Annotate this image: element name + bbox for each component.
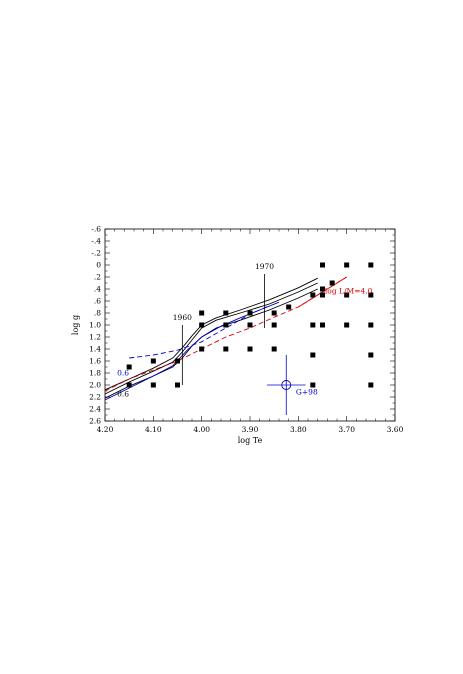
y-tick-label: 2.6: [89, 417, 101, 426]
grid-point: [310, 352, 316, 358]
annotation-label: log L/M=4.0: [325, 286, 373, 295]
grid-point: [199, 346, 205, 352]
grid-point: [271, 310, 277, 316]
series-line: [298, 276, 347, 308]
grid-point: [175, 358, 180, 364]
grid-point: [310, 292, 316, 298]
y-tick-label: 2.0: [89, 381, 101, 390]
grid-point: [271, 346, 277, 352]
x-axis-title: log Te: [238, 436, 263, 445]
grid-point: [286, 304, 292, 310]
x-tick-label: 4.00: [193, 425, 210, 434]
series-line: [104, 282, 318, 395]
y-tick-labels: -.6 -.4 -.2 0 .2 .4 .6 .8 1.0 1.2 1.4 1.6 1.8 2.0 2.2 2…: [89, 225, 101, 426]
grid-point: [175, 382, 180, 388]
grid-point: [320, 292, 325, 298]
x-tick-label: 3.70: [338, 425, 355, 434]
grid-point: [344, 292, 350, 298]
grid-point: [247, 310, 253, 316]
grid-point: [368, 322, 374, 328]
grid-point: [368, 262, 374, 268]
y-tick-label: 1.0: [89, 321, 101, 330]
grid-point: [368, 352, 374, 358]
grid-point: [368, 292, 374, 298]
x-tick-label: 3.80: [290, 425, 307, 434]
error-point-group: [266, 355, 306, 415]
x-tick-labels: 4.20 4.10 4.00 3.90 3.80 3.70 3.60: [97, 425, 404, 434]
y-tick-label: .2: [94, 273, 101, 282]
series-line: [104, 288, 318, 399]
grid-point: [126, 364, 132, 370]
x-tick-label: 3.60: [387, 425, 404, 434]
grid-point: [344, 262, 350, 268]
y-tick-label: 1.6: [89, 357, 101, 366]
grid-point: [199, 310, 205, 316]
y-tick-label: -.4: [91, 237, 101, 246]
grid-point: [320, 322, 325, 328]
grid-point: [344, 322, 350, 328]
annotations: 0.6 0.6 log L/M=4.0 G+98: [117, 286, 373, 398]
grid-points: [126, 262, 374, 388]
y-tick-label: .4: [94, 285, 101, 294]
y-tick-label: -.6: [91, 225, 101, 234]
series-group: [104, 276, 347, 401]
grid-point: [271, 322, 277, 328]
grid-point: [199, 322, 205, 328]
y-axis-title: log g: [71, 315, 80, 335]
reference-line-label: 1960: [173, 313, 192, 322]
grid-point: [223, 322, 229, 328]
grid-point: [320, 286, 325, 292]
grid-point: [329, 280, 335, 286]
grid-point: [368, 382, 374, 388]
annotation-label: 0.6: [117, 369, 129, 378]
grid-point: [247, 346, 253, 352]
x-tick-label: 4.20: [97, 425, 114, 434]
x-tick-label: 4.10: [145, 425, 162, 434]
annotation-label: 0.6: [117, 390, 129, 399]
grid-point: [223, 346, 229, 352]
y-tick-label: -.2: [91, 249, 101, 258]
grid-point: [223, 310, 229, 316]
grid-point: [310, 382, 316, 388]
axis-ticks: [104, 228, 396, 422]
y-tick-label: 1.8: [89, 369, 101, 378]
grid-point: [126, 382, 132, 388]
y-tick-label: 0: [96, 261, 101, 270]
reference-line-label: 1970: [255, 262, 274, 271]
y-tick-label: 2.2: [89, 393, 101, 402]
y-tick-label: 2.4: [89, 405, 101, 414]
y-tick-label: .6: [94, 297, 101, 306]
grid-point: [310, 322, 316, 328]
series-line: [104, 277, 318, 391]
grid-point: [150, 358, 156, 364]
reference-lines: 1960 1970: [173, 262, 274, 385]
error-point-marker: [281, 380, 292, 390]
y-tick-label: 1.2: [89, 333, 101, 342]
annotation-label: G+98: [296, 388, 318, 397]
grid-point: [150, 382, 156, 388]
y-tick-label: .8: [94, 309, 101, 318]
y-tick-label: 1.4: [89, 345, 101, 354]
x-tick-label: 3.90: [242, 425, 259, 434]
grid-point: [247, 322, 253, 328]
grid-point: [320, 262, 325, 268]
